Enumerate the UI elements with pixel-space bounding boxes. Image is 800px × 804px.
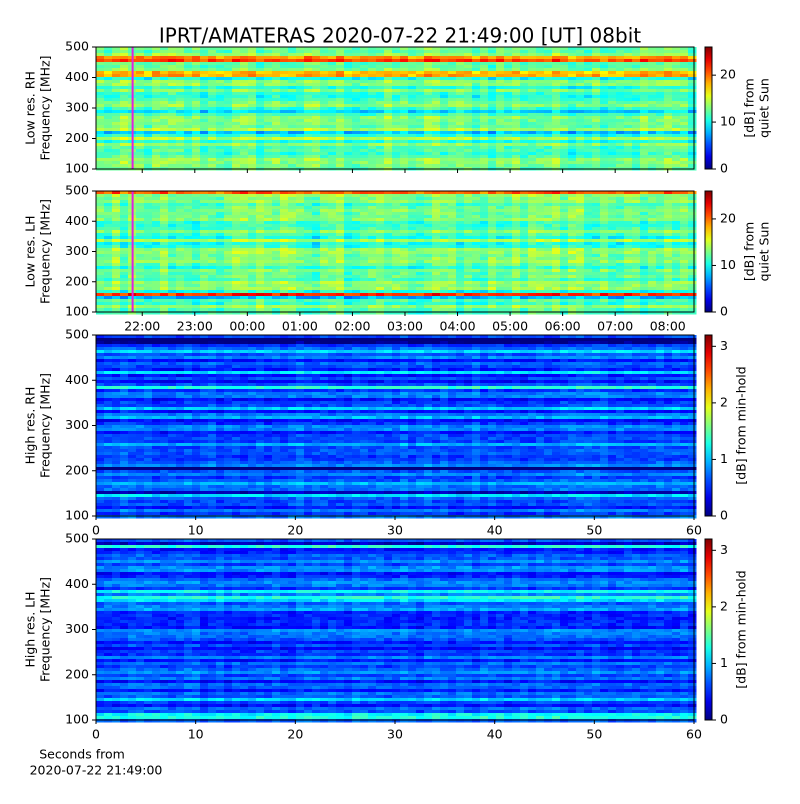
x-tick-label: 50	[586, 523, 602, 538]
colorbar-label: quiet Sun	[757, 222, 772, 282]
y-tick-label: 300	[65, 243, 89, 258]
x-tick-label: 23:00	[177, 319, 213, 334]
spectrogram	[96, 335, 697, 519]
colorbar-label: [dB] from	[742, 78, 757, 137]
spectrogram	[96, 47, 697, 171]
y-tick-label: 300	[65, 100, 89, 115]
colorbar-tick-label: 3	[720, 542, 728, 557]
y-tick-label: 400	[65, 372, 89, 387]
y-axis-label: Frequency [MHz]	[38, 577, 53, 682]
colorbar-tick-label: 0	[720, 508, 728, 523]
y-tick-label: 100	[65, 304, 89, 319]
x-tick-label: 10	[188, 727, 204, 742]
colorbar-tick-label: 1	[720, 655, 728, 670]
y-tick-label: 100	[65, 161, 89, 176]
x-tick-label: 07:00	[597, 319, 633, 334]
y-tick-label: 500	[65, 327, 89, 342]
colorbar-label: [dB] from	[742, 222, 757, 281]
x-tick-label: 03:00	[387, 319, 423, 334]
x-axis-label: 2020-07-22 21:49:00	[30, 763, 163, 778]
x-tick-label: 06:00	[545, 319, 581, 334]
spectrogram	[96, 191, 697, 315]
colorbar-tick-label: 10	[720, 114, 736, 129]
y-tick-label: 300	[65, 417, 89, 432]
colorbar	[705, 47, 712, 169]
x-tick-label: 01:00	[282, 319, 318, 334]
colorbar	[705, 539, 712, 720]
y-tick-label: 200	[65, 666, 89, 681]
x-tick-label: 0	[92, 727, 100, 742]
y-tick-label: 400	[65, 213, 89, 228]
colorbar-tick-label: 0	[720, 161, 728, 176]
y-tick-label: 500	[65, 531, 89, 546]
y-tick-label: 200	[65, 273, 89, 288]
y-axis-label: Frequency [MHz]	[38, 55, 53, 160]
y-tick-label: 400	[65, 69, 89, 84]
y-axis-label: Low res. RH	[23, 71, 38, 145]
y-axis-label: Low res. LH	[23, 216, 38, 288]
colorbar-tick-label: 20	[720, 210, 736, 225]
y-axis-label: Frequency [MHz]	[38, 199, 53, 304]
y-axis-label: High res. RH	[23, 387, 38, 465]
y-axis-label: High res. LH	[23, 591, 38, 667]
y-axis-label: Frequency [MHz]	[38, 373, 53, 478]
x-tick-label: 22:00	[124, 319, 160, 334]
y-tick-label: 200	[65, 130, 89, 145]
colorbar-tick-label: 2	[720, 598, 728, 613]
x-tick-label: 0	[92, 523, 100, 538]
colorbar-label: [dB] from min-hold	[734, 570, 749, 688]
y-tick-label: 300	[65, 621, 89, 636]
colorbar-tick-label: 0	[720, 304, 728, 319]
x-tick-label: 02:00	[334, 319, 370, 334]
colorbar-label: quiet Sun	[757, 78, 772, 138]
x-tick-label: 20	[287, 727, 303, 742]
colorbar-tick-label: 20	[720, 67, 736, 82]
y-tick-label: 400	[65, 576, 89, 591]
colorbar	[705, 335, 712, 516]
colorbar-tick-label: 2	[720, 394, 728, 409]
x-tick-label: 30	[387, 523, 403, 538]
x-tick-label: 08:00	[650, 319, 686, 334]
colorbar-tick-label: 1	[720, 451, 728, 466]
y-tick-label: 100	[65, 508, 89, 523]
x-tick-label: 60	[686, 727, 702, 742]
x-tick-label: 60	[686, 523, 702, 538]
colorbar	[705, 191, 712, 312]
y-tick-label: 100	[65, 712, 89, 727]
spectrogram	[96, 539, 697, 723]
x-tick-label: 00:00	[229, 319, 265, 334]
colorbar-tick-label: 3	[720, 338, 728, 353]
figure-title: IPRT/AMATERAS 2020-07-22 21:49:00 [UT] 0…	[159, 24, 641, 48]
x-tick-label: 40	[487, 523, 503, 538]
x-tick-label: 04:00	[440, 319, 476, 334]
x-tick-label: 05:00	[492, 319, 528, 334]
x-tick-label: 10	[188, 523, 204, 538]
x-tick-label: 40	[487, 727, 503, 742]
y-tick-label: 200	[65, 462, 89, 477]
colorbar-label: [dB] from min-hold	[734, 366, 749, 484]
colorbar-tick-label: 0	[720, 712, 728, 727]
colorbar-tick-label: 10	[720, 257, 736, 272]
x-tick-label: 20	[287, 523, 303, 538]
y-tick-label: 500	[65, 183, 89, 198]
x-tick-label: 30	[387, 727, 403, 742]
y-tick-label: 500	[65, 39, 89, 54]
x-tick-label: 50	[586, 727, 602, 742]
x-axis-label: Seconds from	[39, 747, 125, 762]
